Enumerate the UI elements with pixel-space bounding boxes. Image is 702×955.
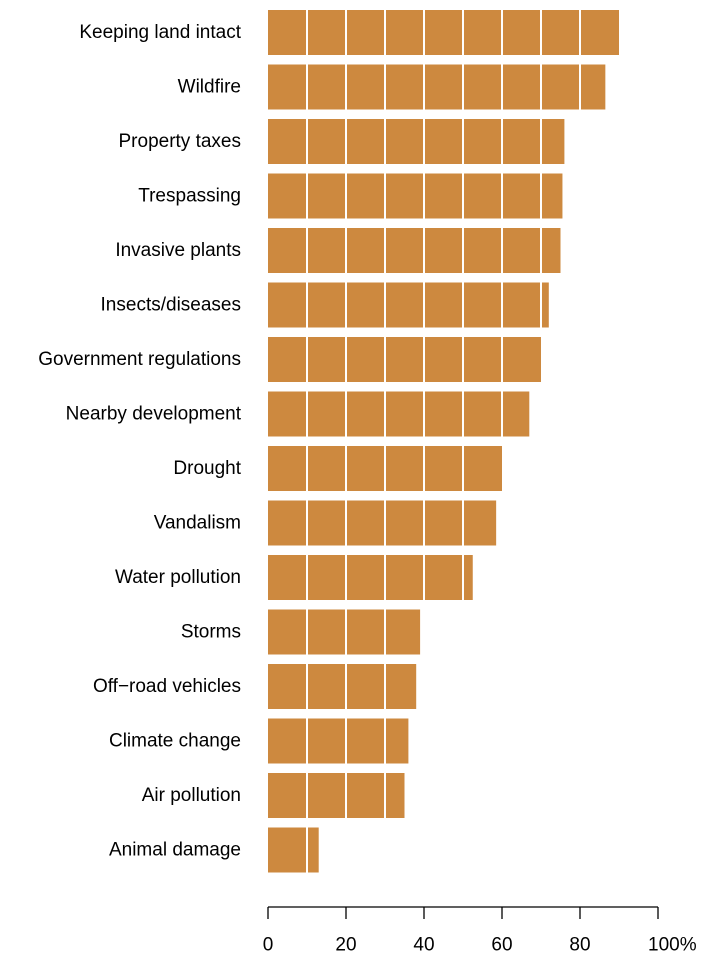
bar [268,609,421,655]
bar [268,282,549,328]
x-axis: 0 20 40 60 80 100% [263,906,697,955]
category-label: Water pollution [115,567,241,588]
bar [268,391,530,437]
category-label: Insects/diseases [101,295,241,316]
category-label: Vandalism [154,513,241,534]
category-label: Storms [181,622,241,643]
category-label: Climate change [109,731,241,752]
bar [268,10,619,55]
bar [268,64,606,110]
category-label: Wildfire [178,77,241,98]
bar [268,664,417,709]
bar [268,119,565,164]
x-tick-label: 40 [413,935,434,955]
bar [268,555,473,600]
category-label: Trespassing [138,186,241,207]
bar [268,228,561,273]
bar [268,337,541,382]
x-tick-label: 100% [648,935,697,955]
x-tick-label: 20 [335,935,356,955]
category-labels: Keeping land intact Wildfire Property taxe… [38,22,241,861]
category-label: Property taxes [119,131,242,152]
category-label: Nearby development [66,404,242,425]
category-label: Animal damage [109,840,241,861]
bar [268,773,405,818]
x-tick-label: 60 [491,935,512,955]
gridlines [306,10,581,873]
category-label: Drought [173,458,241,479]
bars [268,10,619,873]
bar [268,718,409,764]
bar [268,827,319,873]
bar [268,500,497,546]
category-label: Air pollution [142,785,241,806]
x-tick-label: 80 [569,935,590,955]
category-label: Government regulations [38,349,241,370]
category-label: Keeping land intact [79,22,241,43]
bar [268,173,563,219]
category-label: Off−road vehicles [93,676,241,697]
x-tick-label: 0 [263,935,274,955]
category-label: Invasive plants [115,240,241,261]
